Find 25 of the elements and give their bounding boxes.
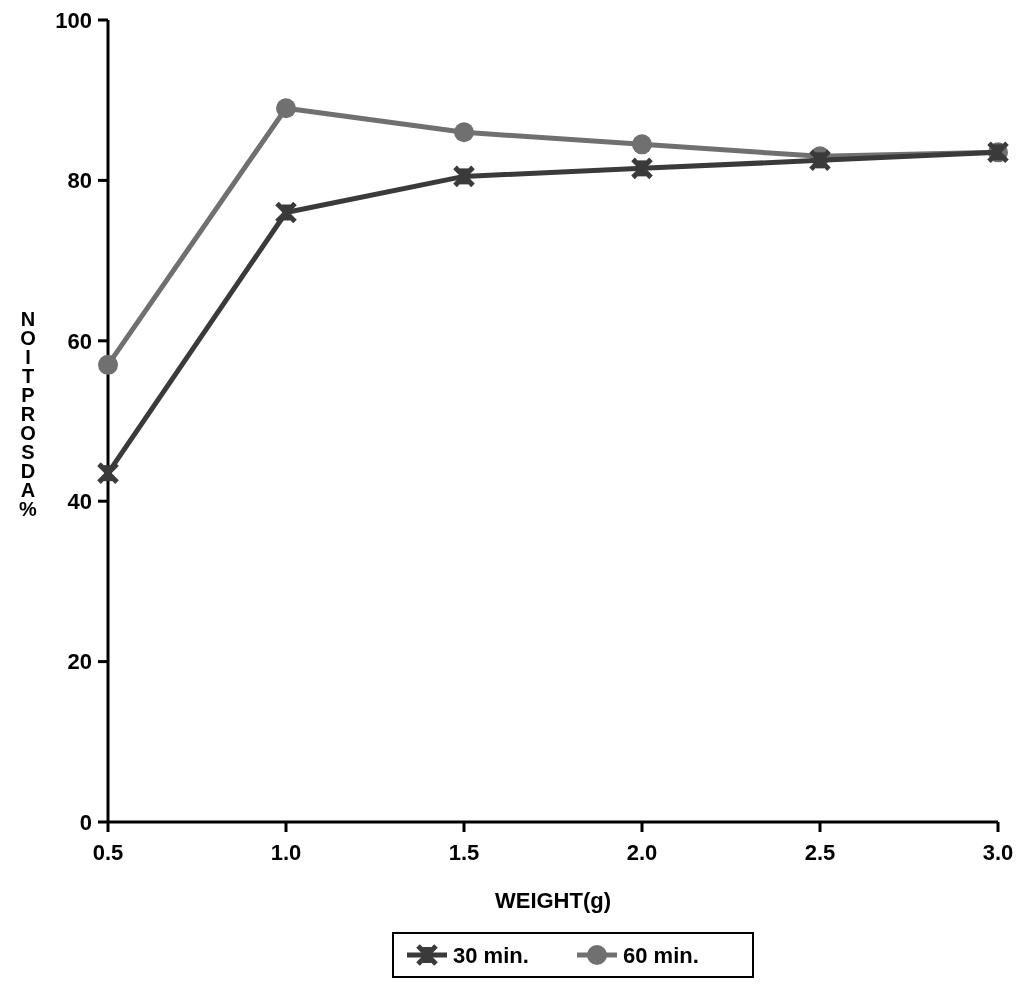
- legend-label: 30 min.: [453, 942, 529, 968]
- x-tick-label: 2.5: [804, 840, 836, 865]
- x-tick-label: 2.0: [626, 840, 658, 865]
- point: [274, 200, 298, 224]
- point: [454, 122, 474, 143]
- text: NOITPROSDA %: [19, 308, 37, 520]
- x-axis-title: WEIGHT(g): [494, 888, 612, 913]
- y-tick-label: 80: [67, 168, 92, 194]
- point: [632, 134, 652, 155]
- x-tick-label: 1.0: [270, 840, 302, 865]
- x-tick-label: 3.0: [982, 840, 1014, 865]
- legend-label: 60 min.: [623, 942, 699, 968]
- point: [98, 354, 118, 375]
- point: [808, 148, 832, 172]
- y-tick-label: 20: [67, 649, 92, 675]
- y-tick-label: 0: [79, 809, 92, 835]
- point: [452, 164, 476, 188]
- y-tick-label: 40: [67, 488, 92, 514]
- y-tick-label: 100: [55, 7, 92, 33]
- point: [630, 156, 654, 180]
- y-tick-label: 60: [67, 328, 92, 354]
- x-tick-label: 1.5: [448, 840, 480, 865]
- point: [276, 98, 296, 119]
- x-tick-label: 0.5: [92, 840, 124, 865]
- point: [96, 461, 120, 485]
